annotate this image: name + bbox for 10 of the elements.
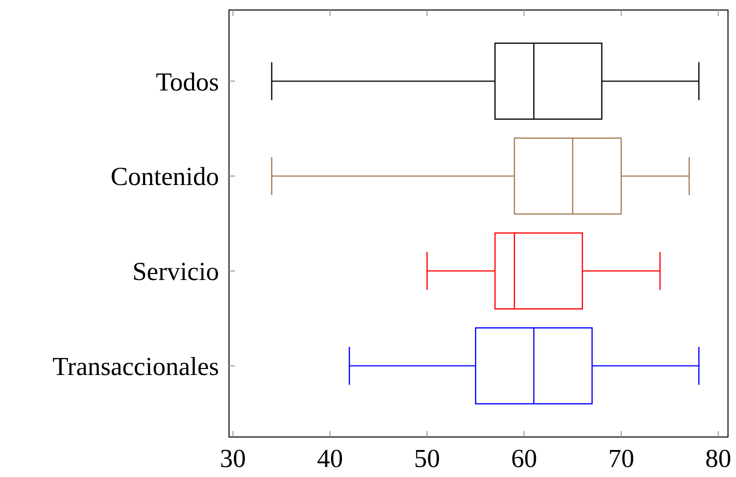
y-tick-label: Transaccionales — [52, 352, 219, 381]
y-tick-label: Todos — [156, 67, 219, 96]
y-tick-label: Servicio — [132, 257, 219, 286]
x-tick-label: 70 — [608, 444, 634, 473]
y-tick-label: Contenido — [110, 162, 219, 192]
x-tick-label: 60 — [511, 444, 538, 473]
x-tick-label: 50 — [414, 444, 440, 473]
x-tick-label: 80 — [705, 444, 732, 473]
x-tick-label: 30 — [220, 444, 246, 473]
x-tick-label: 40 — [316, 444, 343, 473]
